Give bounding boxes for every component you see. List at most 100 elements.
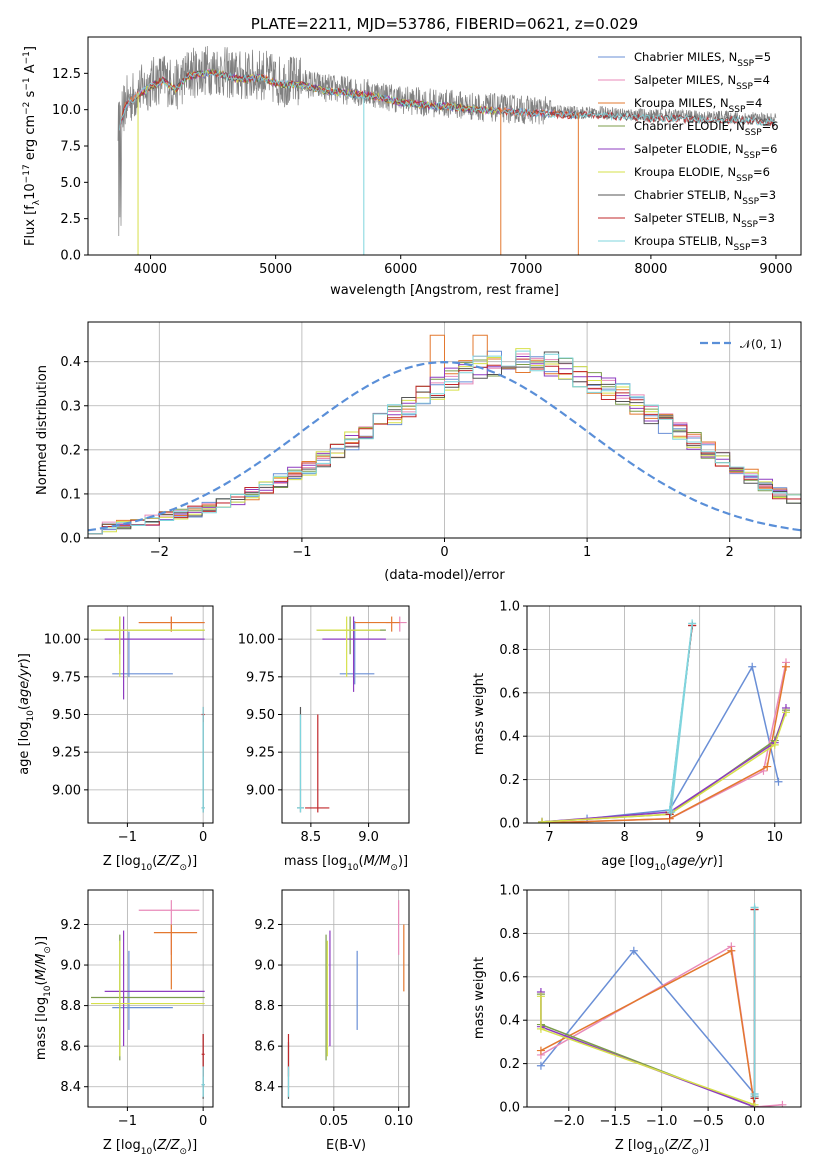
y-tick-label: 8.4: [254, 1080, 275, 1095]
legend-entry: Kroupa ELODIE, NSSP=6: [634, 165, 770, 184]
panel-residuals: −2 −1 0 1 2 0.0 0.1 0.2 0.3 0.4 (data-model)/error…: [35, 321, 802, 583]
legend-entry: Chabrier STELIB, NSSP=3: [634, 188, 776, 207]
x-tick-label: 0: [199, 830, 207, 845]
y-tick-label: 10.0: [52, 103, 81, 118]
weight-line: [540, 949, 756, 1107]
label-part: SSP: [736, 82, 753, 92]
label-part: )]: [34, 936, 49, 946]
x-tick-label: 6000: [384, 262, 417, 277]
label-part: 10: [654, 863, 666, 873]
label-part: =5: [754, 50, 771, 64]
panel-mass_vs_Z: −1 08.48.68.89.09.2Z [log10(Z/Z⊙)]mass [l…: [34, 889, 214, 1157]
x-tick-label: 2: [726, 545, 734, 560]
y-tick-label: 0.2: [60, 443, 81, 458]
y-tick-label: 0.6: [499, 970, 520, 985]
x-tick-label: 0: [440, 545, 448, 560]
label-part: )]: [398, 854, 408, 869]
label-part: )]: [17, 653, 32, 663]
x-tick-label: 5000: [259, 262, 292, 277]
label-part: SSP: [742, 197, 759, 207]
x-tick-label: −1: [118, 1114, 137, 1129]
weight-marker: [667, 808, 676, 817]
label-part: SSP: [737, 59, 754, 69]
label-part: 10: [653, 1147, 665, 1157]
y-tick-label: 9.50: [52, 708, 81, 723]
label-part: SSP: [741, 220, 758, 230]
label-part: (: [17, 705, 32, 710]
label-part: 10: [26, 710, 36, 722]
weight-line: [541, 712, 787, 823]
y-tick-label: 9.2: [254, 918, 275, 933]
label-part: λ: [32, 199, 42, 205]
y-tick-label: 9.0: [254, 959, 275, 974]
y-tick-label: 8.8: [254, 999, 275, 1014]
x-tick-label: 8: [620, 830, 628, 845]
y-tick-label: 0.4: [499, 730, 520, 745]
weight-line: [668, 623, 693, 813]
plot-area: [88, 606, 213, 823]
y-tick-label: 8.4: [60, 1080, 81, 1095]
residual-histogram: [88, 350, 801, 535]
x-axis-label: mass [log10(M/M⊙)]: [284, 854, 408, 873]
label-part: mass [log: [34, 997, 49, 1060]
label-part: SSP: [736, 174, 753, 184]
y-tick-label: 0.6: [499, 686, 520, 701]
label-part: −1: [22, 77, 32, 90]
panel-spectrum: 4000 5000 6000 7000 8000 9000 0.0 2.5 5.0 7.5 10.0…: [22, 15, 802, 298]
label-part: −1: [22, 51, 32, 64]
label-part: SSP: [744, 151, 761, 161]
y-tick-label: 9.50: [246, 708, 275, 723]
panel-age_vs_mass: 8.5 9.0 9.00 9.25 9.50 9.75 10.00 mass [log10(M…: [238, 605, 410, 873]
y-tick-label: 9.25: [52, 746, 81, 761]
y-axis-label: mass weight: [472, 957, 487, 1039]
legend-entry: Kroupa MILES, NSSP=4: [634, 96, 762, 115]
x-tick-label: 4000: [134, 262, 167, 277]
axes-frame: [281, 889, 410, 1108]
plot-area: [88, 890, 213, 1107]
label-part: ⊙: [390, 863, 398, 873]
x-tick-label: −1.0: [646, 1114, 678, 1129]
label-part: SSP: [734, 243, 751, 253]
weight-line: [541, 709, 787, 823]
axes-frame: [526, 889, 802, 1108]
label-part: Kroupa ELODIE, N: [634, 165, 736, 179]
label-part: mass [log: [284, 854, 347, 869]
y-axis-label: mass [log10(M/M⊙)]: [34, 936, 53, 1060]
x-tick-label: 0.0: [744, 1114, 765, 1129]
weight-marker: [536, 1024, 545, 1033]
x-axis-label: E(B-V): [326, 1138, 366, 1153]
label-part: Flux [f: [23, 205, 38, 246]
label-part: )]: [187, 854, 197, 869]
label-part: M/M: [34, 954, 49, 981]
weight-line: [541, 662, 787, 823]
weight-marker: [750, 1089, 759, 1098]
label-part: )]: [699, 1138, 709, 1153]
y-tick-label: 1.0: [499, 600, 520, 615]
label-part: Kroupa STELIB, N: [634, 234, 734, 248]
legend-entry: Salpeter MILES, NSSP=4: [634, 73, 770, 92]
plot-area: [88, 322, 801, 538]
x-tick-label: 7000: [509, 262, 542, 277]
label-part: =3: [750, 234, 767, 248]
label-part: Salpeter MILES, N: [634, 73, 736, 87]
weight-line: [541, 666, 787, 823]
y-tick-label: 0.1: [60, 487, 81, 502]
x-tick-label: 8000: [634, 262, 667, 277]
label-part: age [log: [17, 722, 32, 775]
weight-marker: [536, 992, 545, 1001]
x-tick-label: 10: [766, 830, 783, 845]
label-part: 10: [23, 183, 38, 200]
label-part: Kroupa MILES, N: [634, 96, 729, 110]
label-part: )]: [187, 1138, 197, 1153]
x-tick-label: −1: [118, 830, 137, 845]
y-tick-label: 0.3: [60, 399, 81, 414]
label-part: age [log: [601, 854, 654, 869]
label-part: Z/Z: [156, 1138, 180, 1153]
label-part: ⊙: [179, 863, 187, 873]
label-part: Z/Z: [668, 1138, 692, 1153]
axes-frame: [87, 321, 802, 539]
label-part: Z [log: [103, 1138, 141, 1153]
plot-area: [282, 890, 409, 1107]
x-axis-label: (data-model)/error: [384, 568, 505, 583]
